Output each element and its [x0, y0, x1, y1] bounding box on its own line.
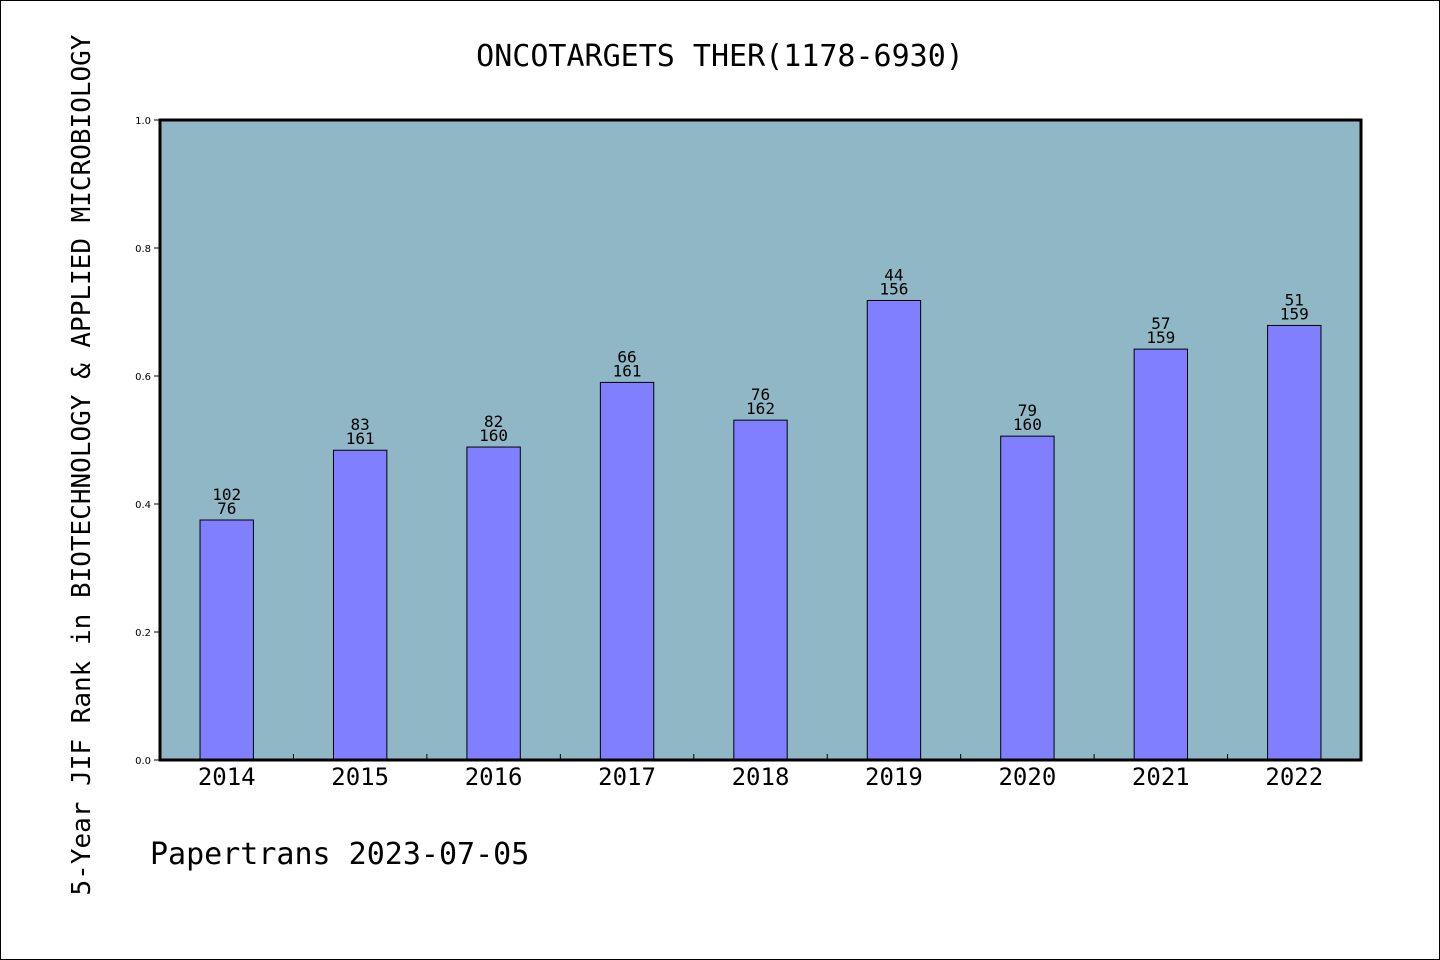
- bar-2019: [866, 299, 922, 761]
- bar-labels: 1027683161821606616176162441567916057159…: [212, 265, 1308, 518]
- bar-2014: [199, 519, 254, 761]
- bar-label-rank: 102: [212, 485, 241, 504]
- footer-text: Papertrans 2023-07-05: [150, 837, 529, 872]
- bar-label-rank: 44: [884, 265, 903, 284]
- bar-label-total: 156: [879, 279, 908, 298]
- bar-2022: [1267, 324, 1322, 761]
- bar-label-total: 160: [479, 426, 508, 445]
- bar-series: [199, 299, 1322, 761]
- plot-border: [158, 118, 1363, 762]
- bar-label-total: 159: [1280, 304, 1309, 323]
- bar-2018: [733, 419, 788, 761]
- y-tick-label: 1.0: [135, 116, 151, 127]
- x-tick-label: 2022: [1265, 763, 1323, 791]
- bar-2017: [599, 381, 655, 761]
- chart-title: ONCOTARGETS THER(1178-6930): [476, 39, 964, 74]
- y-tick-label: 0.4: [135, 500, 151, 511]
- x-tick-label: 2014: [198, 763, 256, 791]
- bar-2020: [1000, 435, 1055, 761]
- y-axis-label: 5-Year JIF Rank in BIOTECHNOLOGY & APPLI…: [67, 34, 97, 895]
- bar-label-total: 162: [746, 399, 775, 418]
- y-tick-label: 0.8: [135, 244, 151, 255]
- bar-label-rank: 82: [484, 412, 503, 431]
- bar-label-total: 76: [217, 499, 236, 518]
- x-tick-label: 2015: [331, 763, 389, 791]
- y-axis: 0.0 0.2 0.4 0.6 0.8 1.0: [135, 116, 160, 767]
- bar-label-total: 161: [346, 429, 375, 448]
- x-tick-label: 2021: [1132, 763, 1190, 791]
- x-tick-label: 2020: [998, 763, 1056, 791]
- bar-label-rank: 51: [1285, 290, 1304, 309]
- bar-2021: [1133, 348, 1189, 761]
- bar-label-rank: 57: [1151, 314, 1170, 333]
- bar-2015: [332, 449, 388, 761]
- bar-label-rank: 83: [351, 415, 370, 434]
- x-axis: 2014 2015 2016 2017 2018 2019 2020 2021 2022: [198, 754, 1323, 791]
- y-tick-label: 0.2: [135, 628, 151, 639]
- bar-label-rank: 79: [1018, 401, 1037, 420]
- y-tick-label: 0.0: [135, 756, 151, 767]
- x-tick-label: 2016: [465, 763, 523, 791]
- bar-label-total: 160: [1013, 415, 1042, 434]
- bar-label-rank: 76: [751, 385, 770, 404]
- x-tick-label: 2017: [598, 763, 656, 791]
- bar-label-total: 161: [613, 361, 642, 380]
- bar-label-total: 159: [1146, 328, 1175, 347]
- y-tick-label: 0.6: [135, 372, 151, 383]
- x-tick-label: 2018: [732, 763, 790, 791]
- x-tick-label: 2019: [865, 763, 923, 791]
- bar-2016: [466, 446, 521, 761]
- bar-label-rank: 66: [617, 347, 636, 366]
